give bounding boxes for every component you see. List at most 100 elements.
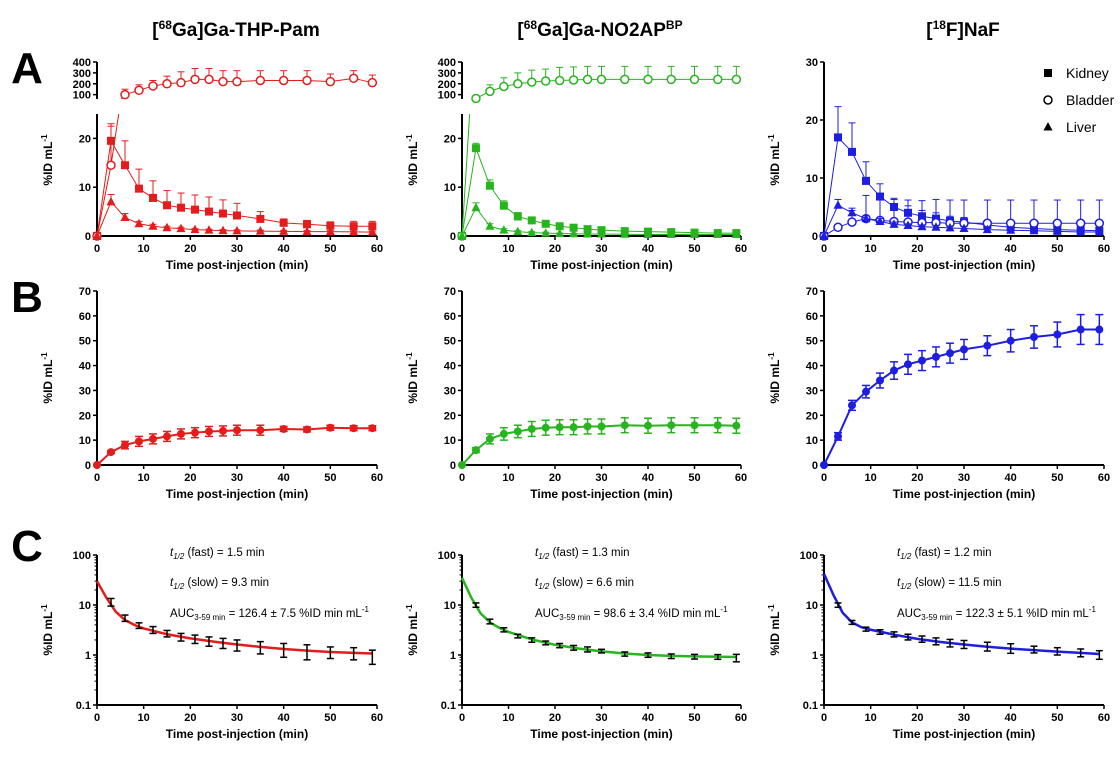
data-point: [367, 77, 378, 88]
data-point: [960, 345, 968, 354]
data-point: [204, 225, 214, 234]
data-point: [218, 76, 228, 87]
half-life-symbol: t: [535, 577, 539, 589]
x-tick-label: 20: [549, 243, 561, 255]
half-life-symbol: t: [897, 547, 901, 559]
x-tick-label: 0: [821, 243, 827, 255]
data-point: [232, 225, 242, 235]
data-point: [302, 75, 312, 86]
series-bladder: [457, 65, 742, 241]
data-point: [847, 217, 857, 227]
data-point: [540, 76, 551, 86]
y-axis-label-exponent: -1: [767, 604, 776, 612]
y-tick-label: 300: [73, 68, 91, 80]
data-point: [303, 220, 311, 229]
data-point: [149, 434, 157, 443]
panel-letter-c: C: [11, 522, 43, 571]
chart-A-col0: 0 10 20 30 40 50 60 Time post-injection (min) %I…: [40, 57, 383, 272]
y-axis-label: %ID mL-1: [405, 604, 420, 656]
data-point: [93, 461, 101, 469]
x-tick-label: 0: [821, 472, 827, 484]
legend-marker-bladder: [1043, 95, 1053, 105]
x-tick-label: 10: [502, 712, 514, 724]
x-tick-label: 30: [595, 712, 607, 724]
auc-text: = 122.3 ± 5.1 %ID min mL: [952, 608, 1089, 620]
x-axis-label: Time post-injection (min): [893, 727, 1035, 741]
x-tick-label: 10: [138, 712, 150, 724]
title-bracket: [: [517, 20, 524, 41]
x-tick-label: 20: [184, 243, 196, 255]
y-tick-label: 100: [73, 90, 91, 102]
y-tick-label: 20: [444, 133, 456, 145]
data-point: [106, 160, 116, 170]
data-point: [931, 222, 941, 231]
legend: Kidney Bladder Liver: [1043, 65, 1115, 135]
data-point: [1075, 218, 1086, 228]
data-point: [889, 219, 899, 228]
data-point: [690, 229, 699, 239]
x-tick-label: 60: [735, 243, 747, 255]
data-point: [513, 427, 522, 436]
data-point: [527, 227, 537, 237]
data-point: [163, 432, 171, 441]
data-point: [219, 209, 227, 218]
x-tick-label: 20: [184, 712, 196, 724]
data-point: [499, 201, 508, 210]
data-point: [848, 147, 856, 156]
x-tick-label: 60: [371, 712, 383, 724]
legend-label-liver: Liver: [1066, 119, 1097, 135]
y-tick-label: 50: [806, 336, 818, 348]
data-point: [583, 422, 592, 431]
data-point: [163, 201, 171, 210]
data-point: [862, 387, 870, 396]
auc-exponent: -1: [720, 605, 728, 614]
data-point: [666, 229, 676, 239]
column-title-2: [18F]NaF: [926, 18, 1000, 41]
x-tick-label: 0: [94, 712, 100, 724]
data-point: [471, 93, 481, 104]
fit-curve: [95, 580, 373, 655]
data-point: [847, 207, 857, 217]
y-tick-label: 30: [79, 385, 91, 397]
data-point: [555, 222, 564, 231]
x-axis-label: Time post-injection (min): [893, 258, 1035, 272]
data-point: [485, 181, 494, 190]
series-line: [461, 148, 477, 237]
data-point: [367, 227, 377, 236]
x-tick-label: 50: [1051, 712, 1063, 724]
data-point: [1053, 330, 1062, 339]
y-tick-label: 1: [812, 650, 818, 662]
series-line: [96, 140, 112, 237]
chart-C-col1: 0 10 20 30 40 50 60 Time post-injection (min) 0.…: [405, 547, 747, 741]
y-axis-label-exponent: -1: [40, 352, 49, 360]
x-tick-label: 30: [958, 472, 970, 484]
data-point: [597, 229, 606, 238]
x-tick-label: 30: [595, 243, 607, 255]
data-point: [876, 376, 884, 385]
data-point: [233, 426, 241, 435]
y-tick-label: 100: [73, 550, 91, 562]
y-tick-label: 1: [85, 650, 91, 662]
y-tick-label: 10: [806, 435, 818, 447]
y-axis-label: %ID mL-1: [767, 604, 782, 656]
legend-marker-kidney: [1044, 69, 1052, 77]
series-liver: [92, 194, 377, 240]
data-point: [527, 77, 537, 87]
data-point: [135, 184, 143, 193]
chart-B-col1: 0 10 20 30 40 50 60 Time post-injection (min) 0 1…: [405, 286, 747, 501]
title-isotope: 68: [524, 18, 538, 32]
data-point: [569, 228, 579, 238]
y-axis-label-text: %ID mL: [41, 612, 55, 656]
y-tick-label: 1: [450, 650, 456, 662]
data-point: [667, 421, 676, 430]
x-tick-label: 30: [231, 243, 243, 255]
y-tick-label: 200: [73, 79, 91, 91]
x-axis-label: Time post-injection (min): [530, 727, 672, 741]
panel-letter-a: A: [11, 44, 43, 93]
x-tick-label: 30: [595, 472, 607, 484]
auc-symbol: AUC: [535, 608, 559, 620]
data-point: [834, 133, 842, 142]
y-tick-label: 0.1: [803, 700, 818, 712]
data-point: [513, 226, 523, 236]
